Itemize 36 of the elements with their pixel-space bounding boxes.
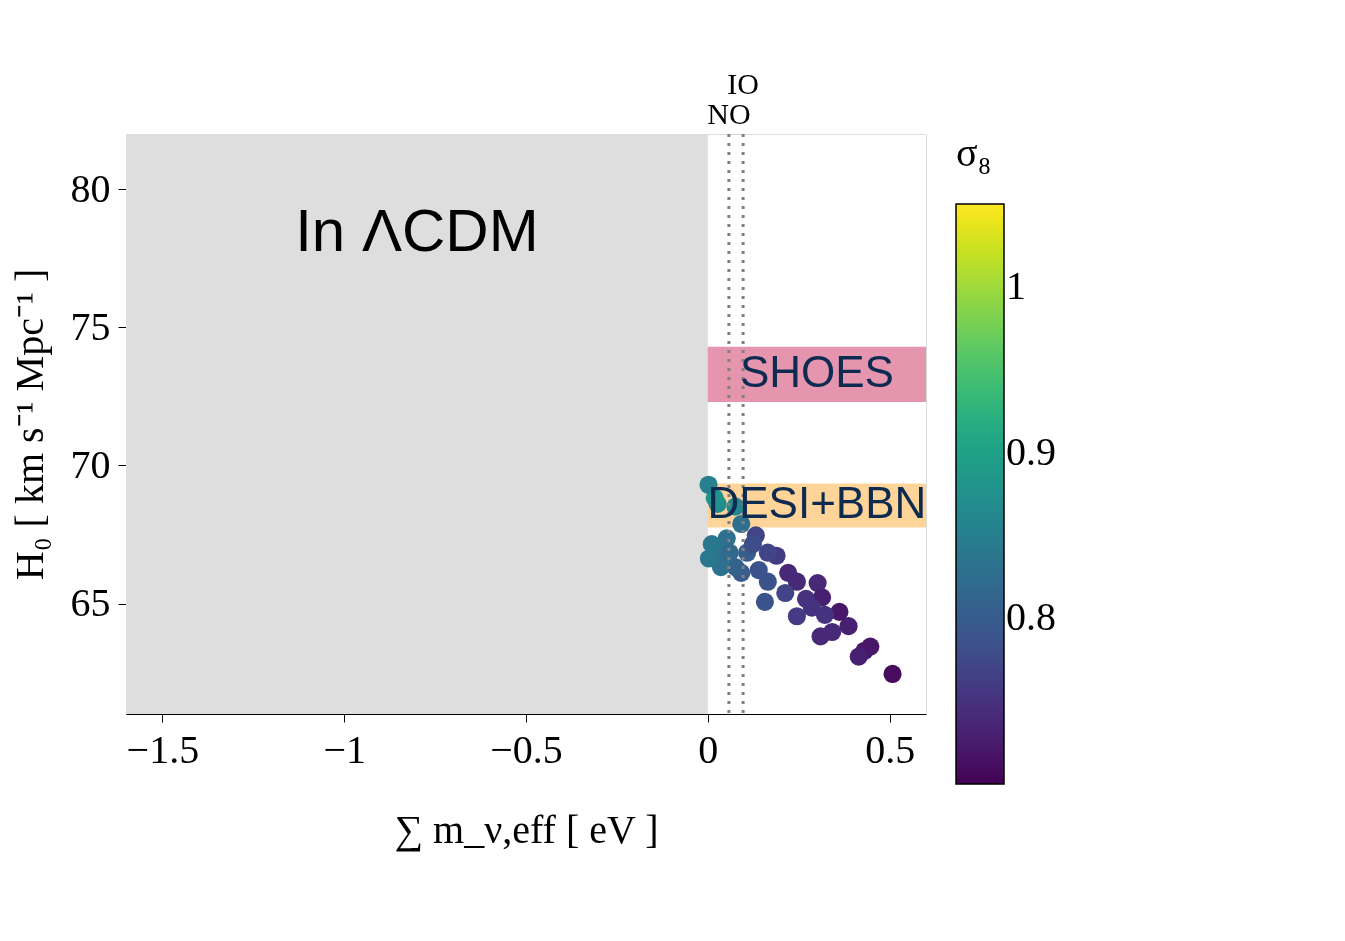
band-label: SHOES xyxy=(739,347,894,397)
point xyxy=(787,607,806,626)
point xyxy=(815,605,834,624)
x-tick-label: 0 xyxy=(698,726,719,772)
point xyxy=(849,647,868,666)
band-label: In ΛCDM xyxy=(295,196,539,264)
y-tick-label: 70 xyxy=(70,441,111,487)
point xyxy=(808,574,827,593)
x-tick-label: 0.5 xyxy=(865,726,916,772)
ref-line-label: IO xyxy=(727,67,759,100)
x-tick-label: −1 xyxy=(323,726,366,772)
y-tick-label: 75 xyxy=(70,303,111,349)
point xyxy=(749,561,768,580)
x-axis-title: ∑ m_ν,eff [ eV ] xyxy=(394,806,659,852)
x-tick-label: −1.5 xyxy=(126,726,200,772)
point xyxy=(811,627,830,646)
point xyxy=(699,549,718,568)
point xyxy=(796,589,816,608)
point xyxy=(755,592,774,611)
point xyxy=(758,543,777,562)
y-tick-label: 65 xyxy=(70,580,111,626)
x-tick-label: −0.5 xyxy=(490,726,563,772)
ref-line-label: NO xyxy=(707,97,751,130)
color-bar-label: 0.8 xyxy=(1006,594,1056,640)
point xyxy=(743,535,762,554)
point xyxy=(720,543,739,562)
point xyxy=(776,583,795,603)
color-bar-label: 1 xyxy=(1006,262,1026,308)
y-tick-label: 80 xyxy=(70,165,111,211)
point xyxy=(839,617,858,636)
point xyxy=(779,563,798,582)
y-axis-title: H₀ [ km s⁻¹ Mpc⁻¹ ] xyxy=(6,268,52,581)
point xyxy=(702,535,721,554)
color-bar-label: 0.9 xyxy=(1006,428,1056,474)
point xyxy=(883,664,902,684)
color-bar-title: σ₈ xyxy=(956,130,992,175)
